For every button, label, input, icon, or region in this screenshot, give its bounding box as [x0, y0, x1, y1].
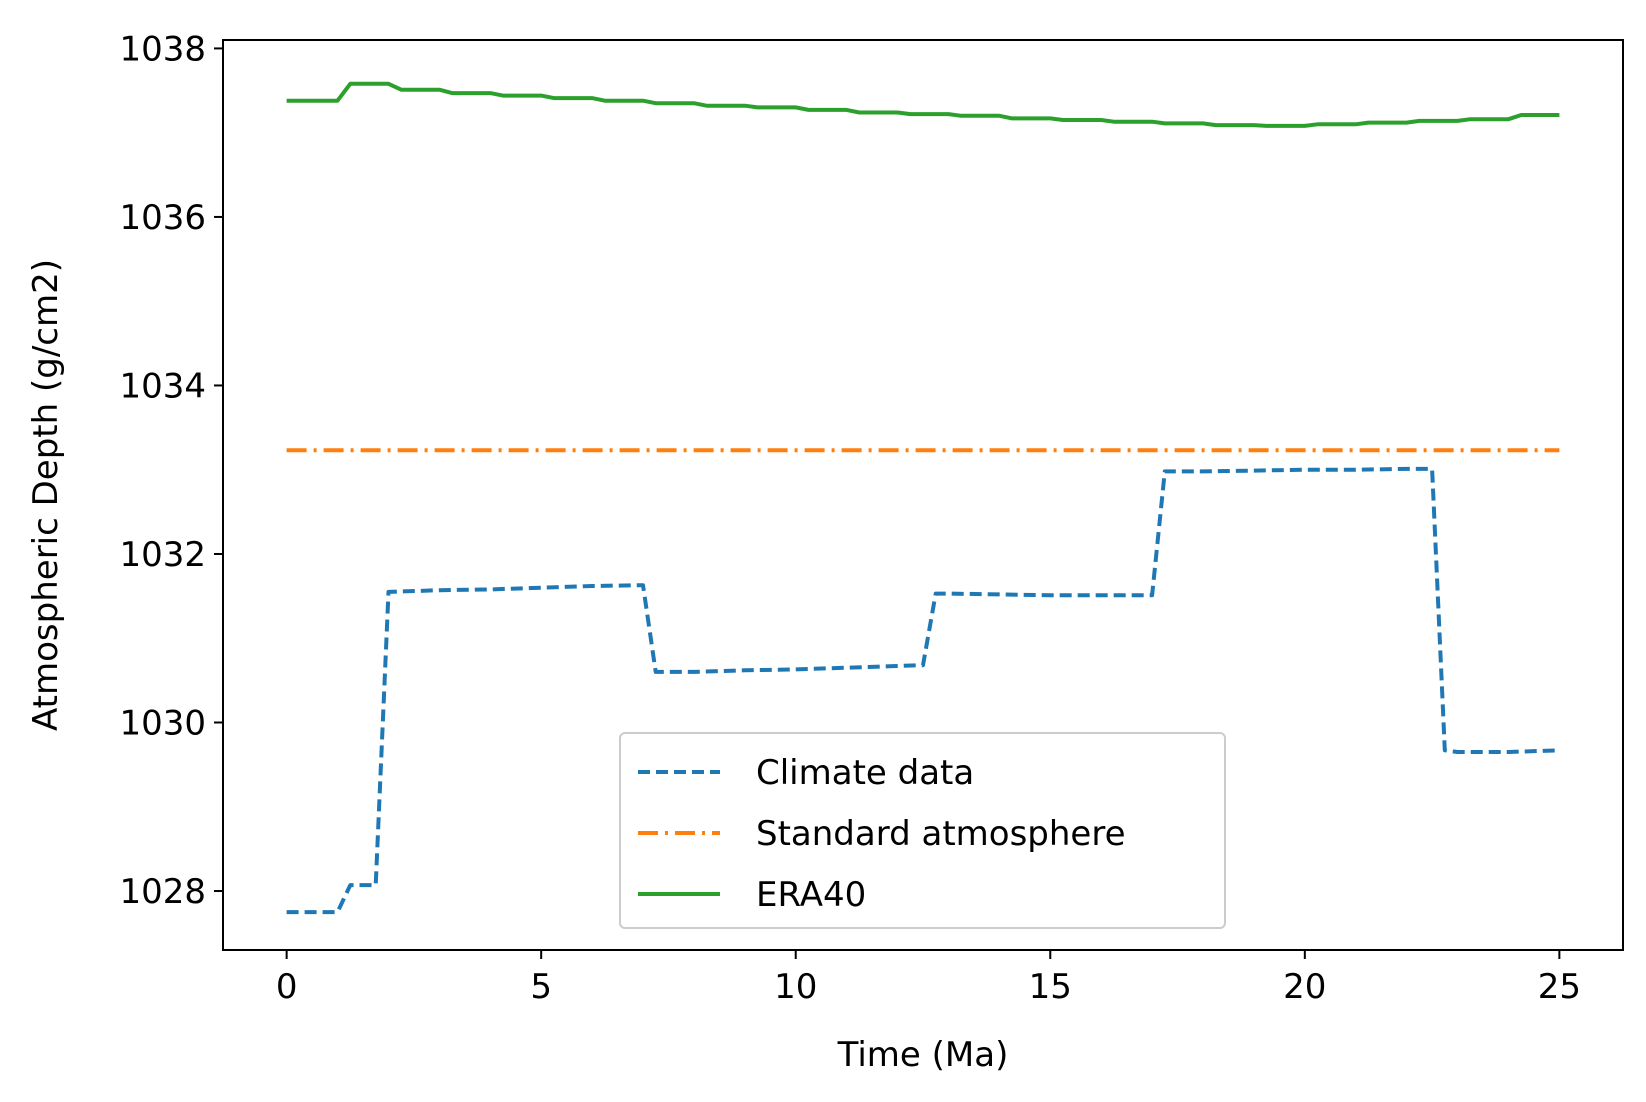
legend-label: ERA40 — [756, 875, 866, 915]
x-tick-label: 10 — [774, 967, 817, 1007]
x-tick-label: 0 — [276, 967, 298, 1007]
x-axis-label: Time (Ma) — [837, 1035, 1009, 1075]
legend-label: Standard atmosphere — [756, 814, 1125, 854]
series-line-era40 — [286, 81, 1560, 128]
x-tick-label: 5 — [530, 967, 552, 1007]
y-tick-label: 1036 — [119, 198, 206, 238]
y-tick-label: 1034 — [119, 366, 206, 406]
y-tick-label: 1032 — [119, 535, 206, 575]
legend-box — [619, 732, 1226, 929]
x-axis: 0 5 10 15 20 25 — [276, 950, 1581, 1007]
y-tick-label: 1030 — [119, 704, 206, 744]
x-tick-label: 20 — [1283, 967, 1326, 1007]
legend: Climate data Standard atmosphere ERA40 — [619, 732, 1226, 929]
series-line-climate-data — [286, 466, 1560, 915]
legend-label: Climate data — [756, 753, 974, 793]
x-tick-label: 15 — [1029, 967, 1072, 1007]
x-tick-label: 25 — [1538, 967, 1581, 1007]
y-tick-label: 1038 — [119, 29, 206, 69]
plot-frame — [222, 39, 1624, 951]
y-tick-label: 1028 — [119, 872, 206, 912]
y-axis-label: Atmospheric Depth (g/cm2) — [26, 259, 66, 731]
plot-lines — [286, 81, 1560, 915]
y-axis: 1028 1030 1032 1034 1036 1038 — [119, 29, 223, 912]
